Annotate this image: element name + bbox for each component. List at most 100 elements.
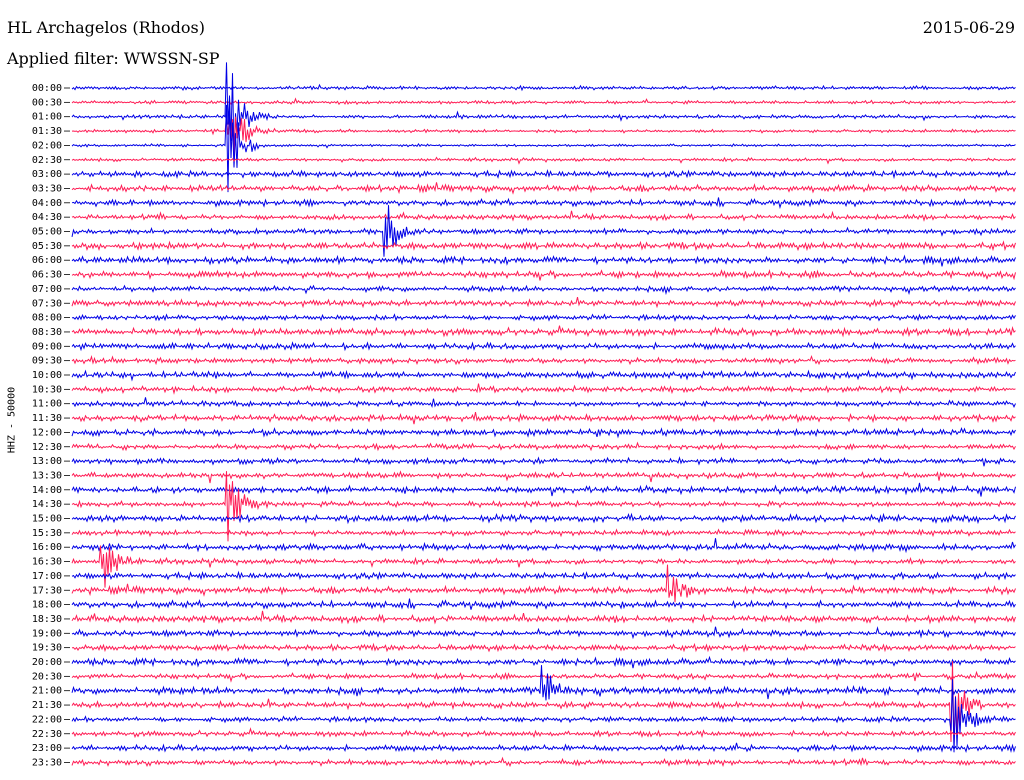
seismogram-trace [71,727,1016,739]
row-time-label: 11:00 [32,399,62,410]
seismogram-trace [71,313,1016,322]
seismogram-trace [71,742,1016,754]
seismogram-trace [71,538,1016,554]
row-time-label: 15:30 [32,528,62,539]
seismogram-trace [71,655,1016,669]
row-time-label: 10:30 [32,384,62,395]
seismogram-trace [71,369,1016,382]
seismogram-trace [71,341,1016,352]
seismogram-trace [71,268,1016,281]
seismogram-trace [71,470,1016,484]
row-time-label: 19:30 [32,643,62,654]
seismogram-trace [71,240,1016,252]
row-time-label: 17:30 [32,585,62,596]
row-time-label: 12:30 [32,442,62,453]
seismogram-trace [71,756,1016,768]
row-time-label: 13:30 [32,470,62,481]
row-time-label: 23:30 [32,757,62,768]
seismogram-trace [71,564,1016,603]
row-time-label: 14:30 [32,499,62,510]
row-time-label: 06:30 [32,270,62,281]
row-time-label: 15:00 [32,514,62,525]
seismogram-trace [71,670,1016,683]
seismogram-trace [71,665,1016,701]
row-time-label: 06:00 [32,255,62,266]
seismogram-trace [71,598,1016,610]
seismogram-trace [71,62,1016,156]
row-time-label: 16:30 [32,557,62,568]
row-time-label: 16:00 [32,542,62,553]
seismogram-trace [71,168,1016,180]
row-time-label: 12:00 [32,427,62,438]
row-time-label: 18:00 [32,600,62,611]
seismogram-trace [71,679,1016,753]
row-time-label: 14:00 [32,485,62,496]
row-time-label: 23:00 [32,743,62,754]
row-time-label: 02:00 [32,140,62,151]
seismogram-trace [71,482,1016,497]
row-time-label: 21:30 [32,700,62,711]
row-time-label: 21:00 [32,686,62,697]
seismogram-trace [71,441,1016,452]
row-time-label: 00:30 [32,97,62,108]
seismogram-trace [71,427,1016,439]
seismogram-trace [71,95,1016,193]
row-time-label: 02:30 [32,155,62,166]
seismogram-trace [71,354,1016,366]
seismogram-trace [71,296,1016,309]
seismogram-trace [71,156,1016,165]
seismogram-trace [71,97,1016,106]
seismogram-trace [71,610,1016,625]
row-time-label: 05:00 [32,227,62,238]
row-time-label: 09:30 [32,356,62,367]
row-time-label: 20:00 [32,657,62,668]
seismogram-trace [71,197,1016,210]
seismogram-trace [71,626,1016,640]
seismogram-trace [71,182,1016,195]
seismogram-trace [71,383,1016,395]
seismogram-trace [71,512,1016,525]
row-time-label: 07:00 [32,284,62,295]
row-time-label: 18:30 [32,614,62,625]
row-time-label: 01:30 [32,126,62,137]
seismogram-trace [71,254,1016,267]
row-time-label: 03:30 [32,183,62,194]
seismogram-trace [71,471,1016,542]
row-time-label: 22:30 [32,729,62,740]
row-time-label: 08:30 [32,327,62,338]
seismogram-trace [71,325,1016,338]
row-time-label: 19:00 [32,628,62,639]
seismogram-trace [71,284,1016,296]
date-label: 2015-06-29 [922,18,1015,37]
row-time-label: 09:00 [32,341,62,352]
row-time-label: 05:30 [32,241,62,252]
seismogram-trace [71,570,1016,581]
seismogram-trace [71,205,1016,257]
station-title: HL Archagelos (Rhodos) [7,18,205,37]
seismogram-trace [71,116,1016,163]
row-time-label: 20:30 [32,671,62,682]
row-time-label: 22:00 [32,714,62,725]
seismogram-trace [71,83,1016,92]
row-time-label: 03:00 [32,169,62,180]
row-time-label: 00:00 [32,83,62,94]
row-time-label: 11:30 [32,413,62,424]
seismogram-trace [71,456,1016,467]
row-time-label: 17:00 [32,571,62,582]
seismogram-trace [71,528,1016,538]
row-time-label: 10:00 [32,370,62,381]
seismogram-trace [71,411,1016,425]
row-time-label: 07:30 [32,298,62,309]
filter-label: Applied filter: WWSSN-SP [7,49,220,68]
row-time-label: 04:00 [32,198,62,209]
row-time-label: 08:00 [32,313,62,324]
row-time-label: 04:30 [32,212,62,223]
seismogram-trace [71,661,1016,745]
row-time-label: 01:00 [32,112,62,123]
seismogram-trace [71,545,1016,588]
seismogram-trace [71,397,1016,408]
seismogram-trace [71,210,1016,222]
seismogram-trace [71,642,1016,653]
row-time-label: 13:00 [32,456,62,467]
